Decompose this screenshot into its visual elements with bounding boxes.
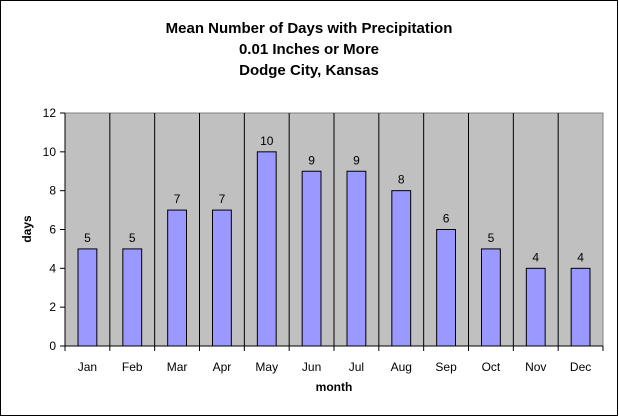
bar-jul — [346, 170, 367, 347]
x-tick-label-jul: Jul — [349, 360, 364, 374]
x-tick-label-may: May — [255, 360, 278, 374]
x-tick-label-sep: Sep — [435, 360, 457, 374]
x-tick-label-oct: Oct — [482, 360, 501, 374]
data-label-apr: 7 — [219, 192, 226, 206]
y-tick-label: 8 — [49, 184, 56, 198]
chart-title-line-3: Dodge City, Kansas — [239, 62, 379, 79]
y-tick-label: 12 — [43, 106, 57, 120]
x-tick-label-nov: Nov — [525, 360, 546, 374]
category-separators — [109, 113, 559, 346]
data-label-jul: 9 — [353, 153, 360, 167]
data-labels: 5 5 7 7 10 9 9 8 6 5 4 4 — [84, 134, 584, 265]
data-label-may: 10 — [260, 134, 274, 148]
data-label-jan: 5 — [84, 231, 91, 245]
y-axis-title: days — [20, 215, 34, 243]
bar-sep — [436, 229, 456, 347]
data-label-feb: 5 — [129, 231, 136, 245]
bar-jan — [77, 248, 98, 347]
y-tick-label: 0 — [49, 339, 56, 353]
data-label-oct: 5 — [488, 231, 495, 245]
bar-series — [77, 151, 591, 347]
bar-feb — [122, 248, 143, 347]
y-axis: 0 2 4 6 8 10 12 — [43, 106, 66, 353]
data-label-nov: 4 — [532, 250, 539, 264]
chart-title-line-1: Mean Number of Days with Precipitation — [166, 20, 453, 37]
x-axis: Jan Feb Mar Apr May Jun Jul Aug Sep Oct Nov Dec — [64, 345, 604, 374]
bar-jun — [301, 170, 322, 347]
data-label-aug: 8 — [398, 173, 405, 187]
x-tick-label-dec: Dec — [570, 360, 591, 374]
y-tick-label: 4 — [49, 261, 56, 275]
bar-apr — [212, 209, 232, 347]
x-tick-label-feb: Feb — [122, 360, 143, 374]
data-label-sep: 6 — [443, 212, 450, 226]
x-tick-label-aug: Aug — [391, 360, 412, 374]
data-label-jun: 9 — [308, 153, 315, 167]
x-tick-label-apr: Apr — [213, 360, 232, 374]
bar-nov — [525, 267, 546, 347]
bar-dec — [570, 267, 591, 347]
data-label-dec: 4 — [577, 250, 584, 264]
chart-title-line-2: 0.01 Inches or More — [239, 41, 379, 58]
bar-mar — [167, 209, 187, 347]
bar-may — [256, 151, 277, 347]
bar-oct — [481, 248, 501, 347]
x-tick-label-mar: Mar — [167, 360, 188, 374]
y-tick-label: 10 — [43, 145, 57, 159]
data-label-mar: 7 — [174, 192, 181, 206]
x-tick-label-jun: Jun — [302, 360, 321, 374]
x-axis-title: month — [316, 380, 353, 394]
y-tick-label: 2 — [49, 300, 56, 314]
bar-aug — [391, 190, 412, 347]
x-tick-label-jan: Jan — [78, 360, 97, 374]
y-tick-label: 6 — [49, 223, 56, 237]
